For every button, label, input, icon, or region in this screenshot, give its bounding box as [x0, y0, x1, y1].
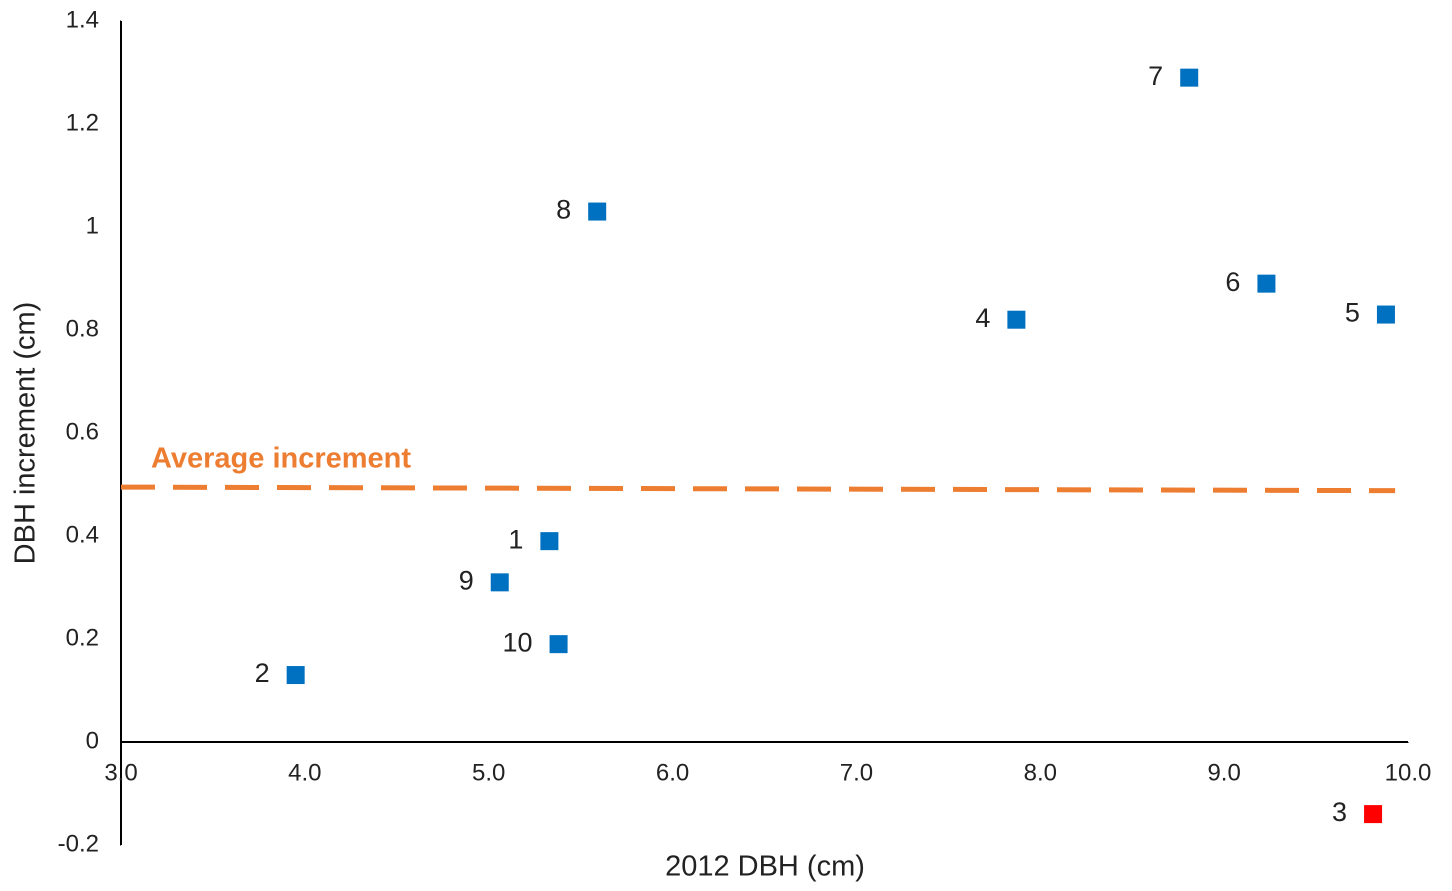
point-label: 6 — [1225, 267, 1240, 297]
average-line — [120, 484, 1396, 494]
point — [540, 532, 559, 551]
y-tick-label: 0 — [86, 727, 99, 754]
x-tick-label: 5.0 — [472, 759, 505, 786]
y-tick-label: 1.2 — [66, 109, 99, 136]
x-tick-label: 4.0 — [288, 759, 321, 786]
y-axis-title: DBH increment (cm) — [10, 302, 42, 565]
x-axis-title: 2012 DBH (cm) — [665, 851, 865, 883]
x-tick-label: 3.0 — [104, 759, 137, 786]
point — [1257, 274, 1276, 293]
point-label: 8 — [556, 195, 571, 225]
point — [286, 666, 305, 685]
point-label: 9 — [459, 565, 474, 595]
y-tick-label: 0.6 — [66, 418, 99, 445]
y-tick-label: 0.8 — [66, 315, 99, 342]
point — [1376, 305, 1395, 324]
point-label: 10 — [503, 627, 533, 657]
x-tick-label: 9.0 — [1207, 759, 1240, 786]
point-label: 2 — [255, 658, 270, 688]
point — [588, 202, 607, 221]
point — [1007, 310, 1026, 329]
y-tick-label: -0.2 — [58, 830, 99, 857]
x-tick-label: 8.0 — [1024, 759, 1057, 786]
average-label: Average increment — [151, 443, 411, 475]
point-label: 5 — [1345, 298, 1360, 328]
point — [490, 573, 509, 592]
point-label: 1 — [508, 524, 523, 554]
point — [1364, 805, 1383, 824]
y-tick-label: 0.2 — [66, 624, 99, 651]
point — [1180, 68, 1199, 87]
x-tick-label: 6.0 — [656, 759, 689, 786]
y-tick-label: 1 — [86, 212, 99, 239]
point-label: 7 — [1148, 61, 1163, 91]
x-tick-label: 7.0 — [840, 759, 873, 786]
x-tick-label: 10.0 — [1385, 759, 1432, 786]
y-tick-label: 1.4 — [66, 6, 99, 33]
point — [549, 635, 568, 654]
point-label: 4 — [975, 303, 990, 333]
point-label: 3 — [1332, 797, 1347, 827]
y-tick-label: 0.4 — [66, 521, 99, 548]
